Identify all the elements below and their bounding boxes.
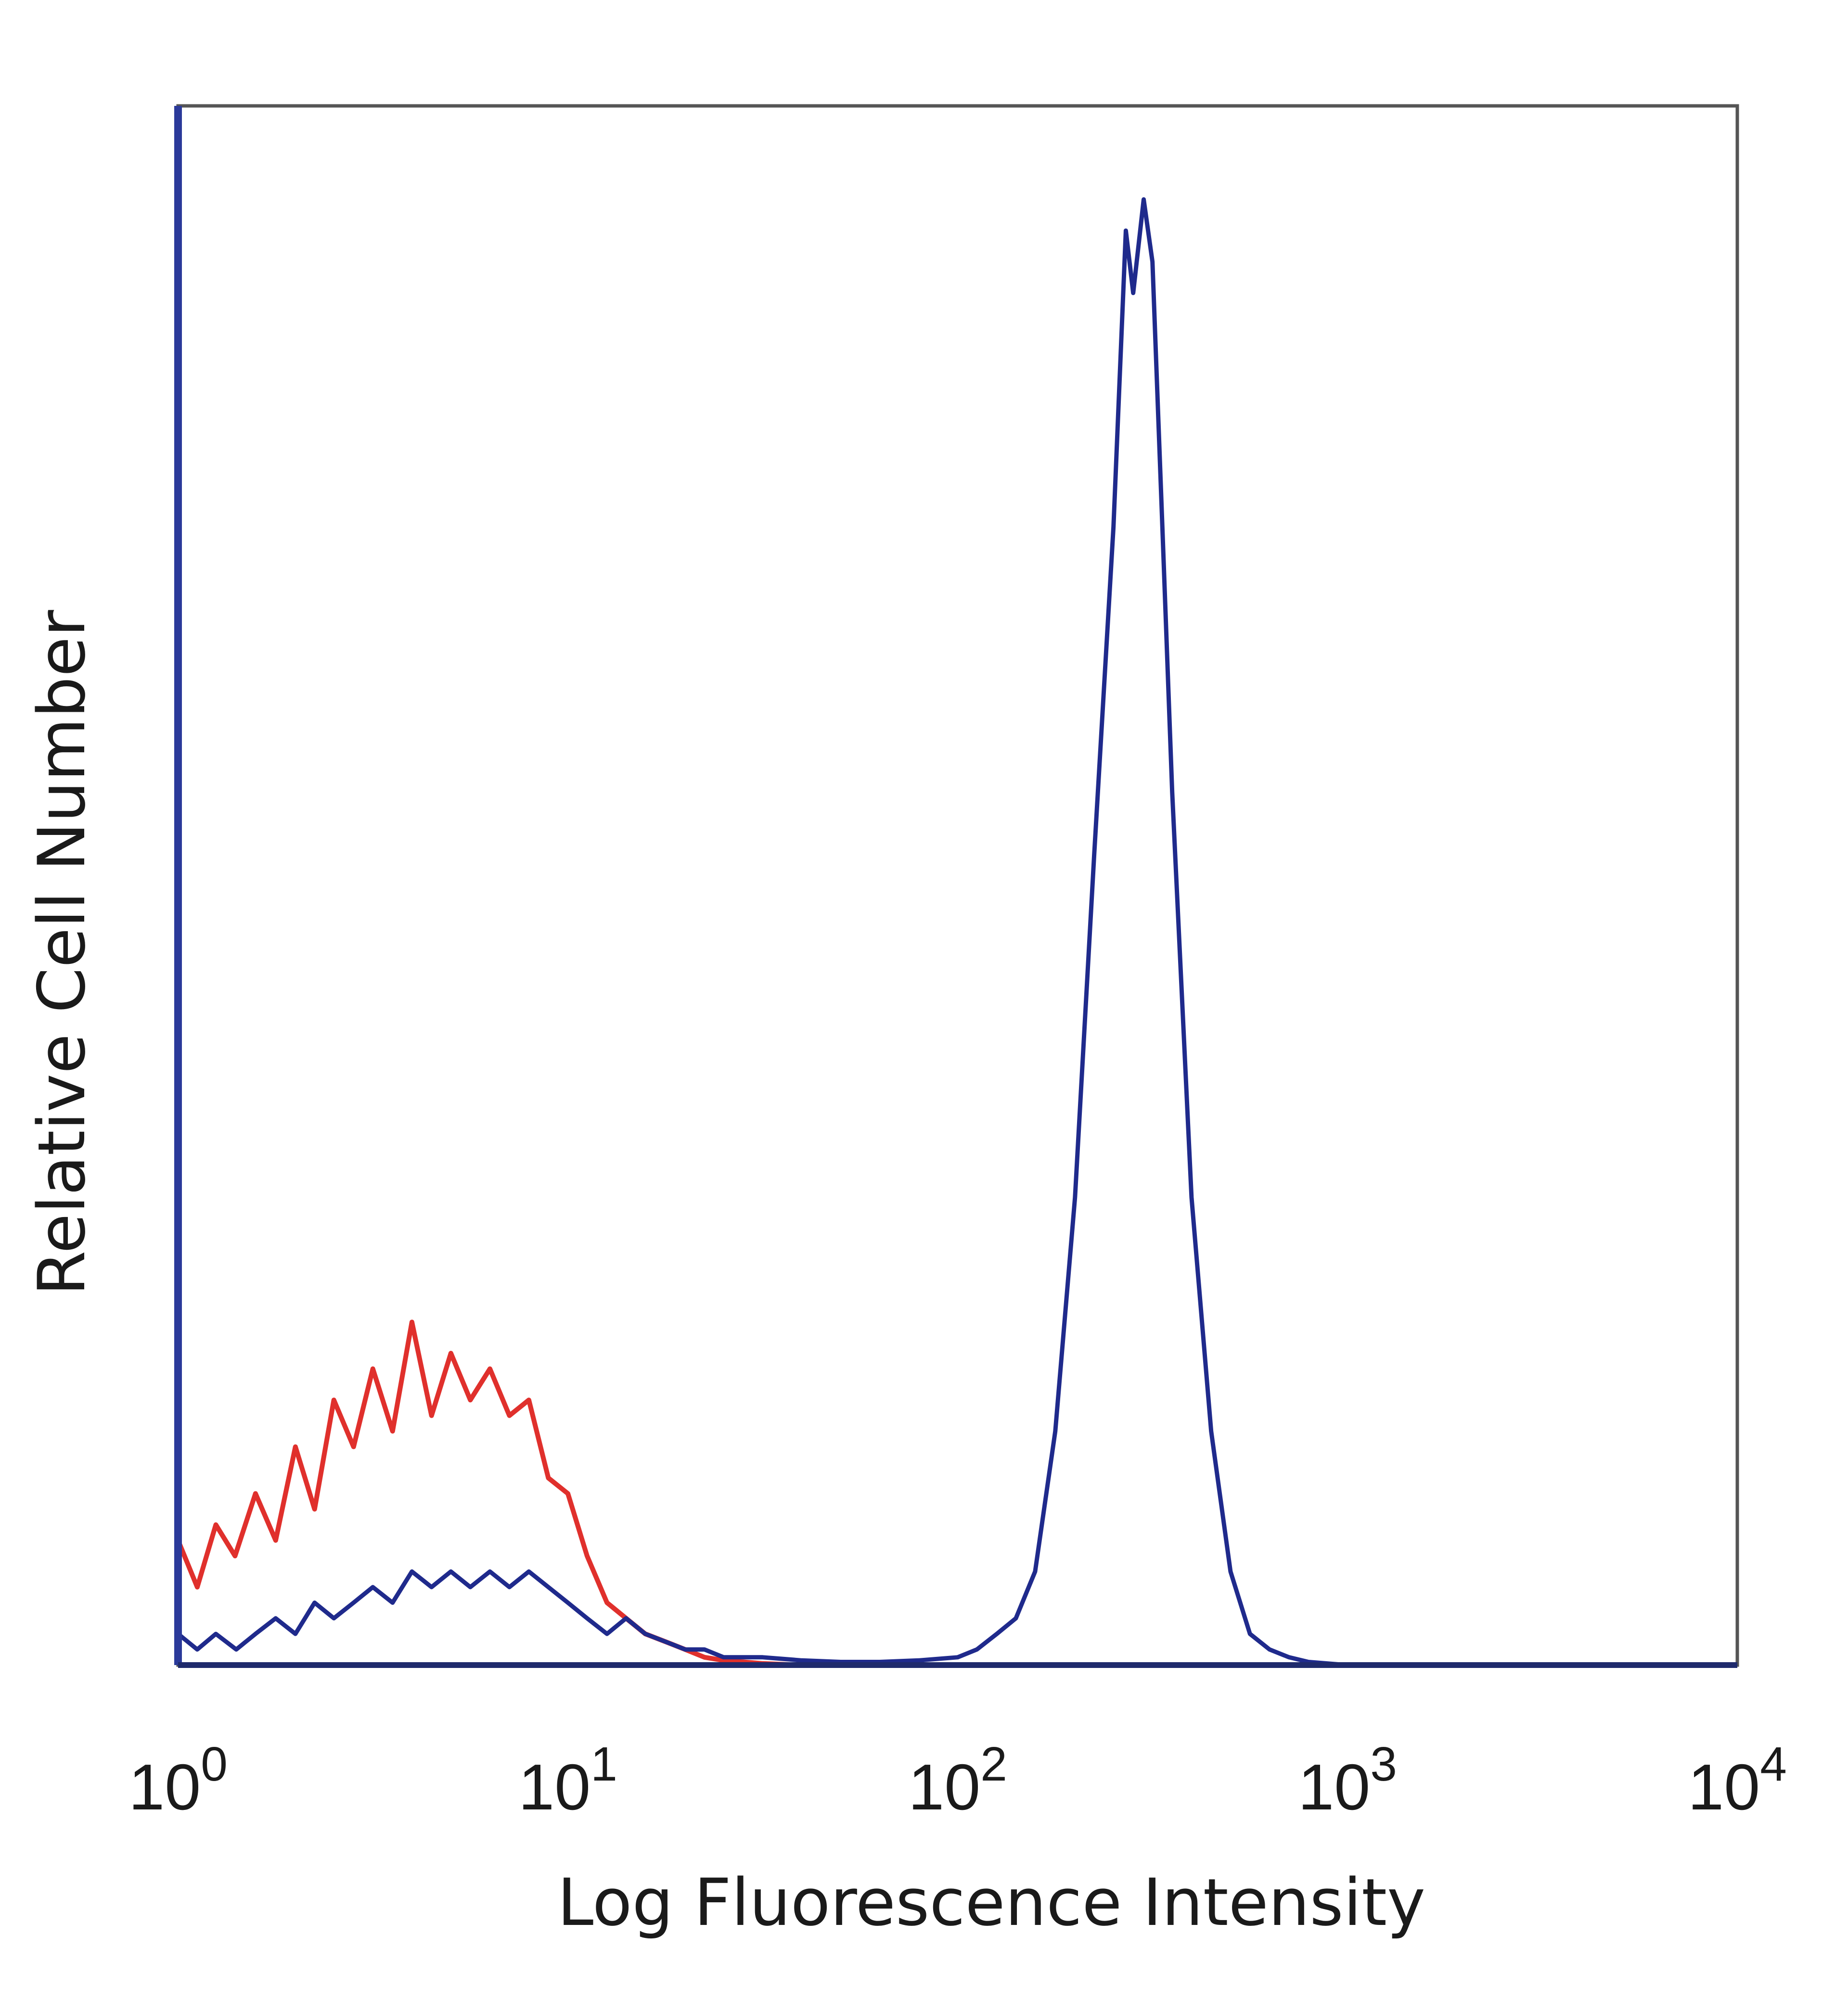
x-tick-base: 10 bbox=[908, 1751, 980, 1823]
x-tick-base: 10 bbox=[128, 1751, 201, 1823]
x-tick-label: 103 bbox=[1298, 1737, 1397, 1823]
histogram-series-1 bbox=[176, 1320, 1737, 1667]
y-axis-label: Relative Cell Number bbox=[24, 610, 100, 1295]
plot-frame bbox=[176, 104, 1739, 1667]
x-tick-base: 10 bbox=[1688, 1751, 1760, 1823]
plot-area bbox=[174, 104, 1739, 1668]
x-tick-exponent: 3 bbox=[1370, 1737, 1397, 1791]
x-tick-exponent: 1 bbox=[590, 1737, 617, 1791]
x-tick-exponent: 0 bbox=[201, 1737, 228, 1791]
x-tick-exponent: 2 bbox=[980, 1737, 1007, 1791]
x-tick-base: 10 bbox=[518, 1751, 590, 1823]
histogram-series-2 bbox=[177, 197, 1737, 1667]
x-tick-base: 10 bbox=[1298, 1751, 1370, 1823]
x-tick-label: 104 bbox=[1688, 1737, 1787, 1823]
x-tick-label: 101 bbox=[518, 1737, 617, 1823]
x-axis-label: Log Fluorescence Intensity bbox=[557, 1865, 1425, 1940]
x-axis-ticks: 100 101 102 103 104 bbox=[128, 1737, 1787, 1823]
x-tick-label: 100 bbox=[128, 1737, 228, 1823]
x-tick-label: 102 bbox=[908, 1737, 1007, 1823]
x-tick-exponent: 4 bbox=[1760, 1737, 1787, 1791]
